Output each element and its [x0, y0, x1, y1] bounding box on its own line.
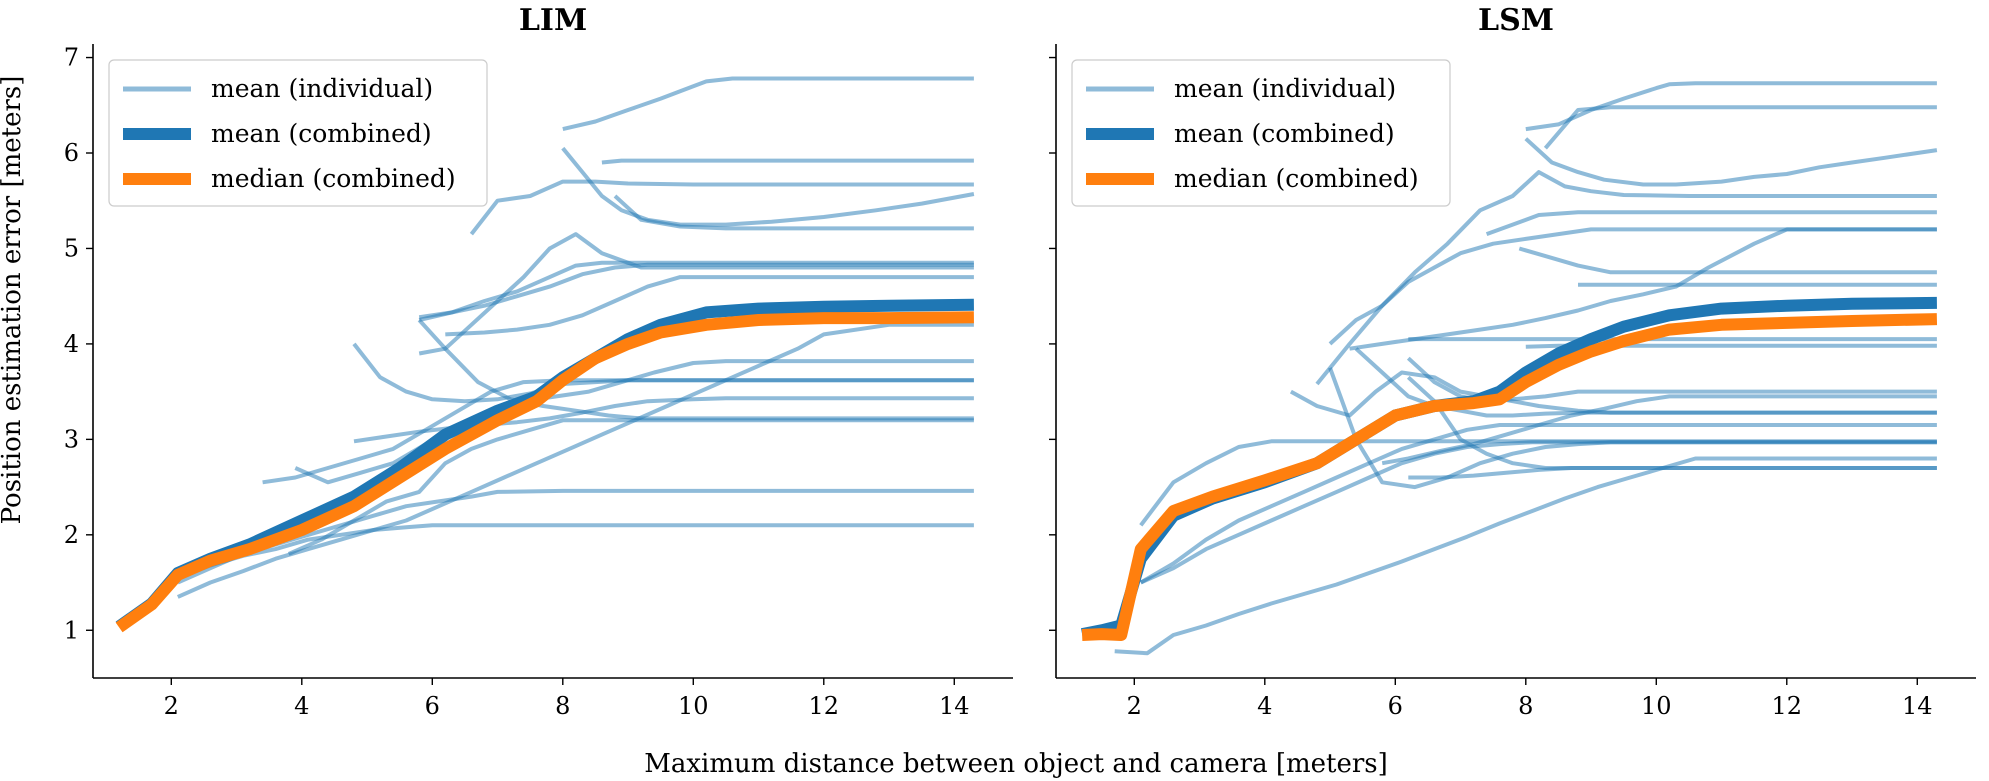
- legend-label: median (combined): [211, 164, 456, 193]
- y-tick-label: 7: [64, 44, 79, 72]
- x-tick-label: 4: [294, 692, 309, 720]
- series-mean-individual: [1114, 456, 1937, 656]
- series-mean-individual: [176, 322, 974, 599]
- axes-layer: 2 4 6 8 10 12 14: [1049, 44, 1976, 720]
- y-tick-label: 2: [64, 521, 79, 549]
- series-mean-individual: [1518, 246, 1937, 275]
- series-mean-individual: [262, 378, 974, 485]
- y-tick-label: 1: [64, 616, 79, 644]
- series-mean-individual: [1139, 440, 1937, 585]
- legend-frame: [108, 59, 488, 207]
- series-mean-individual: [1381, 394, 1937, 466]
- legend-label: mean (combined): [1174, 119, 1395, 148]
- x-tick-label: 4: [1257, 692, 1272, 720]
- x-tick-label: 14: [1902, 692, 1933, 720]
- x-tick-label: 12: [1772, 692, 1803, 720]
- legend: mean (individual) mean (combined) median (…: [1071, 59, 1451, 207]
- y-tick-label: 5: [64, 234, 79, 262]
- series-mean-individual: [561, 146, 975, 227]
- subplot-title: LIM: [519, 3, 587, 38]
- x-tick-label: 2: [164, 692, 179, 720]
- legend-label: mean (individual): [1174, 74, 1396, 103]
- series-layer: [1080, 81, 1938, 656]
- series-mean-individual: [287, 418, 974, 556]
- x-tick-label: 8: [1518, 692, 1533, 720]
- x-tick-label: 8: [555, 692, 570, 720]
- x-tick-label: 10: [1641, 692, 1672, 720]
- series-mean-individual: [445, 275, 974, 337]
- legend: mean (individual) mean (combined) median (…: [108, 59, 488, 207]
- series-mean-individual: [353, 396, 974, 444]
- series-mean-individual: [1408, 466, 1937, 480]
- y-tick-label: 3: [64, 425, 79, 453]
- y-tick-label: 6: [64, 139, 79, 167]
- x-tick-label: 10: [678, 692, 709, 720]
- subplot-title: LSM: [1478, 3, 1554, 38]
- y-axis-label: Position estimation error [meters]: [0, 76, 27, 525]
- series-mean-individual: [177, 523, 974, 580]
- series-mean-individual: [469, 179, 974, 236]
- series-mean-individual: [613, 194, 974, 231]
- legend-label: median (combined): [1174, 164, 1419, 193]
- series-mean-individual: [418, 262, 974, 320]
- series-mean-individual: [601, 158, 974, 165]
- series-mean-individual: [1139, 423, 1937, 585]
- series-mean-individual: [1524, 137, 1938, 187]
- subplot-lsm: LSM 2 4 6 8 10 12 14 mean (individual) mean (co…: [1049, 3, 1976, 720]
- series-mean-individual: [1289, 370, 1937, 418]
- series-mean-individual: [1406, 356, 1937, 404]
- series-layer: [115, 76, 975, 633]
- series-mean-individual: [1485, 210, 1937, 236]
- y-tick-label: 4: [64, 330, 79, 358]
- legend-label: mean (combined): [211, 119, 432, 148]
- series-mean-individual: [562, 76, 974, 132]
- series-mean-individual: [1525, 81, 1937, 132]
- series-median-combined: [115, 311, 974, 633]
- legend-label: mean (individual): [211, 74, 433, 103]
- x-tick-label: 2: [1127, 692, 1142, 720]
- x-tick-label: 6: [1388, 692, 1403, 720]
- series-mean-individual: [1349, 227, 1937, 351]
- series-mean-individual: [1328, 227, 1937, 346]
- x-tick-label: 14: [939, 692, 970, 720]
- series-mean-individual: [418, 232, 974, 356]
- x-tick-label: 12: [809, 692, 840, 720]
- x-axis-label: Maximum distance between object and came…: [644, 749, 1388, 779]
- legend-frame: [1071, 59, 1451, 207]
- series-median-combined: [1081, 313, 1938, 641]
- x-tick-label: 6: [425, 692, 440, 720]
- series-mean-individual: [1543, 105, 1937, 150]
